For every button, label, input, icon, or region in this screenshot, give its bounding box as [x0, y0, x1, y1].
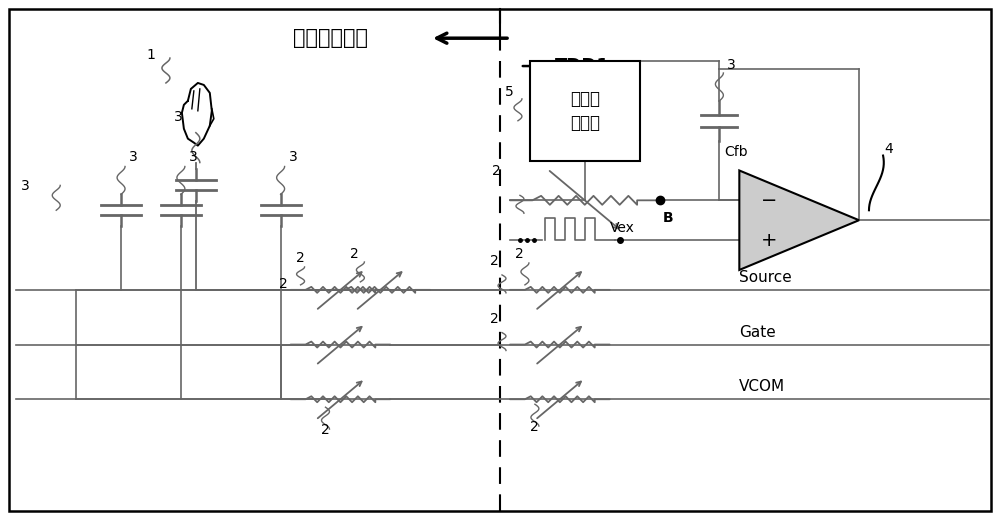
- Text: TDD1: TDD1: [555, 57, 610, 75]
- Text: 2: 2: [279, 277, 287, 291]
- Text: 2: 2: [320, 423, 329, 437]
- Text: 3: 3: [289, 150, 297, 163]
- Text: 2: 2: [492, 164, 501, 178]
- Text: 触控显示面板: 触控显示面板: [293, 28, 368, 48]
- Text: 2: 2: [350, 247, 359, 261]
- Text: 2: 2: [296, 251, 304, 265]
- Text: 3: 3: [174, 110, 183, 124]
- Text: B: B: [663, 211, 673, 225]
- Polygon shape: [739, 171, 859, 270]
- Text: +: +: [761, 230, 778, 250]
- Text: 2: 2: [515, 247, 524, 261]
- Text: Source: Source: [739, 270, 792, 285]
- Text: VCOM: VCOM: [739, 379, 785, 394]
- Text: 2: 2: [530, 420, 539, 434]
- Text: −: −: [761, 191, 778, 210]
- Text: 3: 3: [189, 150, 198, 163]
- Text: 5: 5: [505, 85, 514, 99]
- Text: 阻值补: 阻值补: [570, 90, 600, 108]
- Text: 1: 1: [146, 48, 155, 62]
- Text: 2: 2: [490, 254, 499, 268]
- Bar: [530, 61, 640, 161]
- Text: Vex: Vex: [610, 221, 635, 235]
- Text: 偿电路: 偿电路: [570, 114, 600, 132]
- Text: 3: 3: [727, 58, 736, 72]
- Text: Gate: Gate: [739, 324, 776, 340]
- Text: Cfb: Cfb: [724, 145, 748, 159]
- Text: 4: 4: [884, 141, 893, 155]
- Text: 2: 2: [490, 311, 499, 326]
- Text: 3: 3: [129, 150, 138, 163]
- Text: 3: 3: [21, 179, 30, 193]
